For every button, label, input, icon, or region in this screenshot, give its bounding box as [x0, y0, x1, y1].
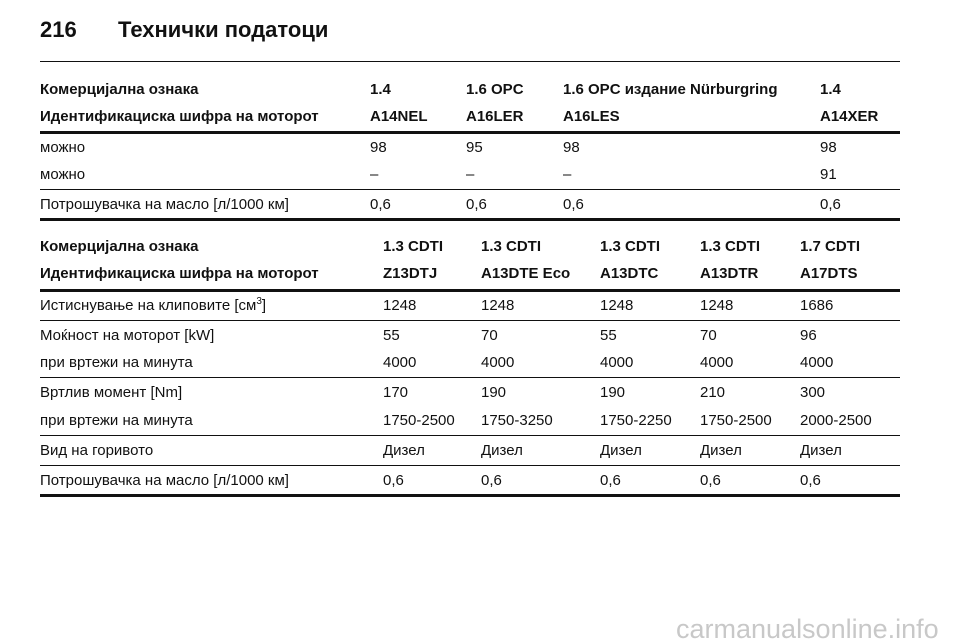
header-cell: 1.4 — [370, 81, 391, 98]
cell: Дизел — [600, 442, 642, 459]
cell: Потрошувачка на масло [л/1000 км] — [40, 196, 289, 213]
cell: 0,6 — [481, 472, 502, 489]
header-cell: A17DTS — [800, 265, 858, 282]
header-cell: A14XER — [820, 108, 879, 125]
table-rule — [40, 289, 900, 292]
table-rule — [40, 218, 900, 221]
cell: 0,6 — [466, 196, 487, 213]
cell: 1750-2500 — [700, 412, 772, 429]
rule — [40, 61, 900, 62]
table-rule — [40, 320, 900, 321]
table-rule — [40, 189, 900, 190]
cell: можно — [40, 166, 86, 183]
cell: 0,6 — [600, 472, 621, 489]
cell-part: ] — [261, 297, 267, 314]
cell: Вртлив момент [Nm] — [40, 384, 183, 401]
cell: 4000 — [481, 354, 515, 371]
cell: Дизел — [481, 442, 523, 459]
cell: 98 — [820, 139, 837, 156]
header-cell: Комерцијална ознака — [40, 81, 199, 98]
cell: 2000-2500 — [800, 412, 872, 429]
header-cell: 1.6 OPC издание Nürburgring — [563, 81, 778, 98]
header-cell: A13DTR — [700, 265, 759, 282]
cell: 70 — [700, 327, 717, 344]
cell: 0,6 — [800, 472, 821, 489]
cell: Дизел — [800, 442, 842, 459]
header-cell: A16LES — [563, 108, 620, 125]
page-title: Технички податоци — [118, 17, 329, 42]
cell: 4000 — [700, 354, 734, 371]
cell: 300 — [800, 384, 826, 401]
header-cell: 1.3 CDTI — [383, 238, 444, 255]
table-rule — [40, 494, 900, 497]
cell: Истиснување на клиповите [см3] — [40, 297, 266, 315]
cell: 70 — [481, 327, 498, 344]
cell: 0,6 — [383, 472, 404, 489]
cell: 1750-2500 — [383, 412, 455, 429]
cell: 0,6 — [370, 196, 391, 213]
header-cell: 1.3 CDTI — [700, 238, 761, 255]
header-cell: Z13DTJ — [383, 265, 438, 282]
cell: при вртежи на минута — [40, 412, 193, 429]
table-rule — [40, 377, 900, 378]
header-cell: 1.7 CDTI — [800, 238, 861, 255]
cell: можно — [40, 139, 86, 156]
cell: 55 — [383, 327, 400, 344]
cell: Дизел — [383, 442, 425, 459]
cell: 96 — [800, 327, 817, 344]
page-number: 216 — [40, 17, 77, 42]
header-cell: A13DTE Eco — [481, 265, 571, 282]
cell: 98 — [563, 139, 580, 156]
header-cell: 1.4 — [820, 81, 841, 98]
cell: 210 — [700, 384, 726, 401]
cell: 190 — [481, 384, 507, 401]
cell: 1248 — [481, 297, 515, 314]
header-cell: 1.3 CDTI — [481, 238, 542, 255]
cell: 1750-3250 — [481, 412, 553, 429]
cell: 0,6 — [820, 196, 841, 213]
header-cell: Комерцијална ознака — [40, 238, 199, 255]
watermark: carmanualsonline.info — [676, 614, 939, 642]
table-rule — [40, 131, 900, 134]
header-cell: Идентификациска шифра на моторот — [40, 265, 319, 282]
cell: 1248 — [600, 297, 634, 314]
cell: – — [466, 166, 475, 183]
table-rule — [40, 465, 900, 466]
cell: 1248 — [383, 297, 417, 314]
cell: Моќност на моторот [kW] — [40, 327, 215, 344]
header-cell: A13DTC — [600, 265, 659, 282]
header-cell: Идентификациска шифра на моторот — [40, 108, 319, 125]
cell: Вид на горивото — [40, 442, 154, 459]
cell: 4000 — [600, 354, 634, 371]
table-rule — [40, 435, 900, 436]
cell: – — [370, 166, 379, 183]
cell: 1248 — [700, 297, 734, 314]
cell: 95 — [466, 139, 483, 156]
cell: 4000 — [800, 354, 834, 371]
cell: 1686 — [800, 297, 834, 314]
cell: 55 — [600, 327, 617, 344]
cell: 190 — [600, 384, 626, 401]
cell-part: Истиснување на клиповите [см — [40, 297, 257, 314]
cell: – — [563, 166, 572, 183]
header-cell: 1.6 OPC — [466, 81, 524, 98]
cell: 0,6 — [700, 472, 721, 489]
cell: Дизел — [700, 442, 742, 459]
cell: при вртежи на минута — [40, 354, 193, 371]
header-cell: A14NEL — [370, 108, 428, 125]
header-cell: A16LER — [466, 108, 524, 125]
cell: 0,6 — [563, 196, 584, 213]
cell-part: 3 — [256, 296, 262, 307]
cell: 4000 — [383, 354, 417, 371]
cell: 170 — [383, 384, 409, 401]
cell: 98 — [370, 139, 387, 156]
cell: 1750-2250 — [600, 412, 672, 429]
cell: 91 — [820, 166, 837, 183]
header-cell: 1.3 CDTI — [600, 238, 661, 255]
cell: Потрошувачка на масло [л/1000 км] — [40, 472, 289, 489]
